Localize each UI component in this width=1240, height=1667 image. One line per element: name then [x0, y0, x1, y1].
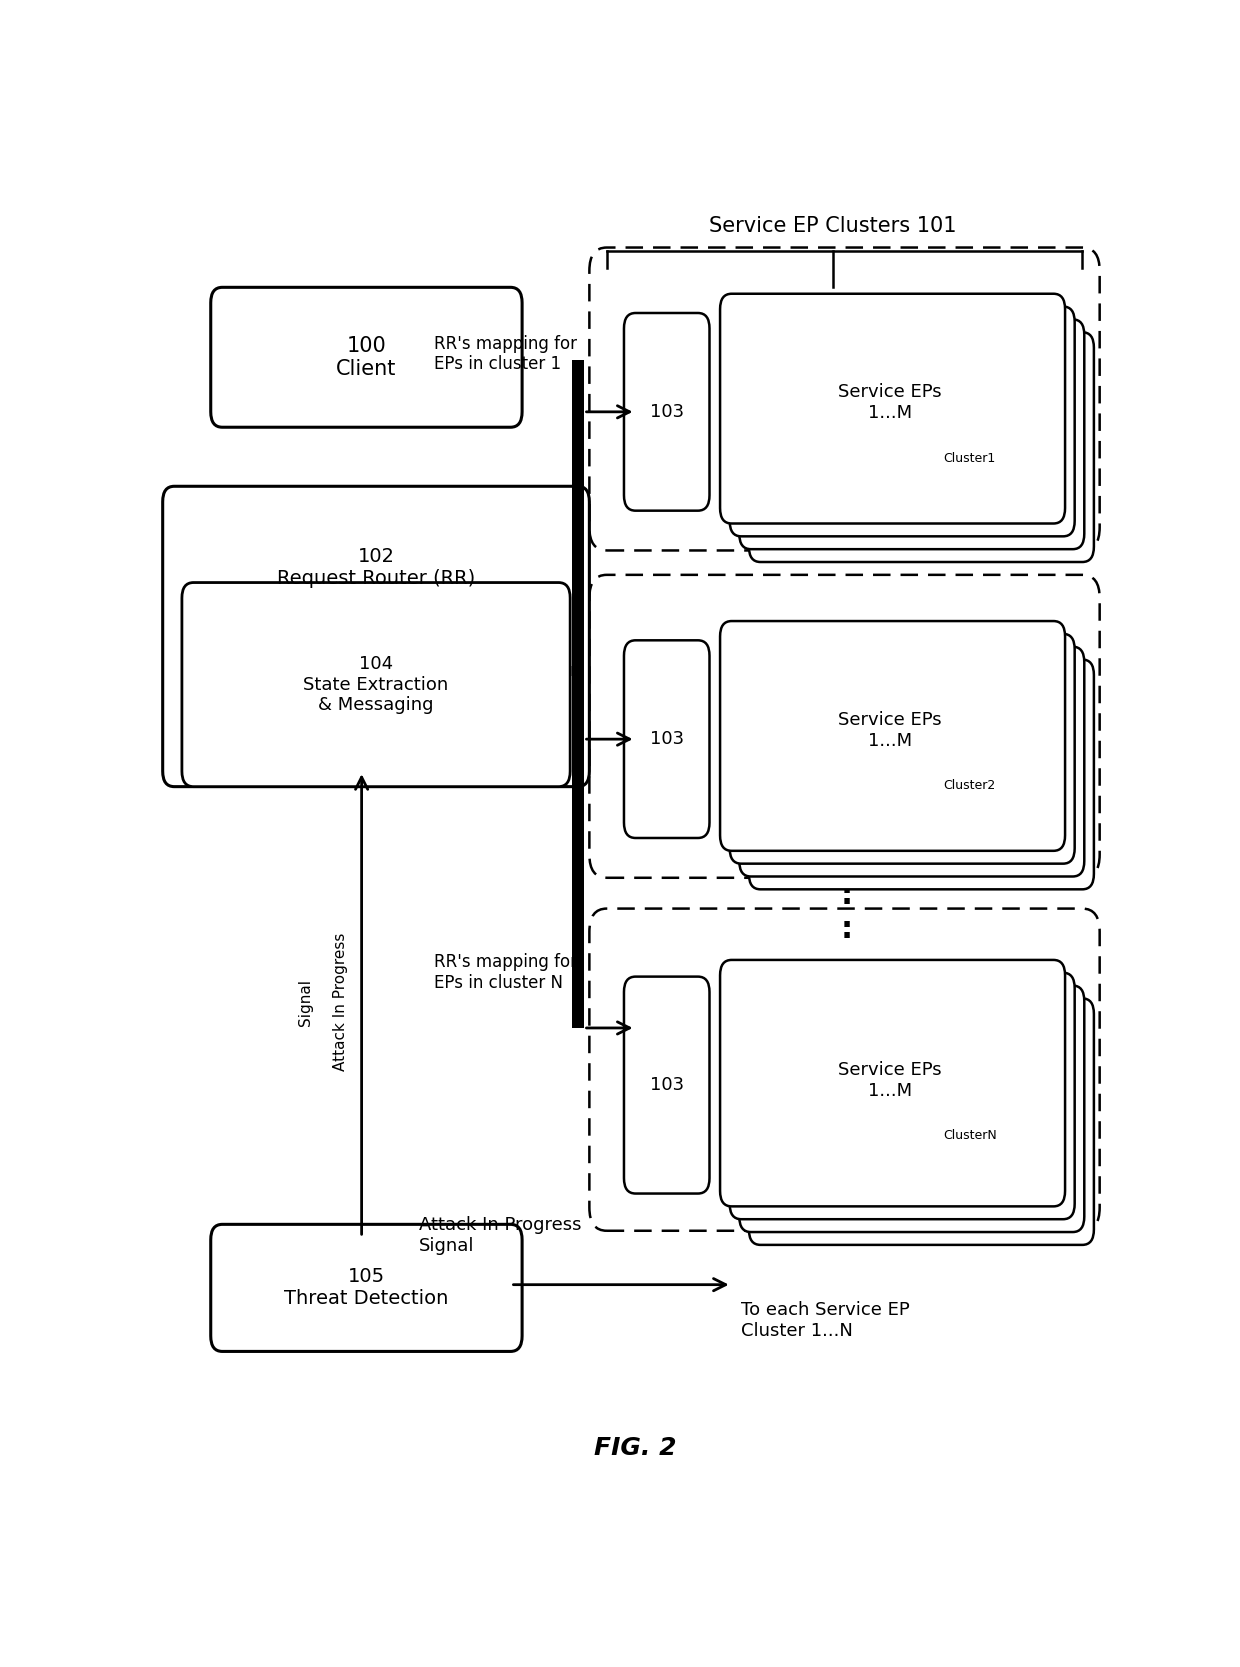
Text: Service EP Cluster 2: Service EP Cluster 2: [754, 627, 935, 643]
FancyBboxPatch shape: [589, 909, 1100, 1230]
FancyBboxPatch shape: [211, 287, 522, 427]
FancyBboxPatch shape: [729, 307, 1075, 537]
FancyBboxPatch shape: [720, 622, 1065, 850]
FancyBboxPatch shape: [624, 977, 709, 1194]
FancyBboxPatch shape: [162, 487, 589, 787]
FancyBboxPatch shape: [749, 332, 1094, 562]
Text: Service EPs
1...M: Service EPs 1...M: [838, 1062, 942, 1100]
Text: Cluster2: Cluster2: [944, 778, 996, 792]
FancyBboxPatch shape: [739, 647, 1084, 877]
Text: Cluster1: Cluster1: [944, 452, 996, 465]
Text: FIG. 2: FIG. 2: [594, 1435, 677, 1460]
Text: 104
State Extraction
& Messaging: 104 State Extraction & Messaging: [304, 655, 449, 715]
Text: To each Service EP
Cluster 1...N: To each Service EP Cluster 1...N: [742, 1302, 910, 1340]
Text: 103: 103: [650, 730, 683, 748]
FancyBboxPatch shape: [624, 313, 709, 510]
FancyBboxPatch shape: [739, 985, 1084, 1232]
Text: RR's mapping for
EPs in cluster N: RR's mapping for EPs in cluster N: [434, 954, 577, 992]
Text: 103: 103: [650, 403, 683, 420]
Text: RR's mapping for
EPs in cluster 1: RR's mapping for EPs in cluster 1: [434, 335, 577, 373]
FancyBboxPatch shape: [720, 960, 1065, 1207]
Text: Attack In Progress: Attack In Progress: [334, 934, 348, 1072]
FancyBboxPatch shape: [572, 360, 584, 1029]
Text: Service EP Cluster N: Service EP Cluster N: [753, 960, 936, 979]
Text: Service EP Clusters 101: Service EP Clusters 101: [709, 217, 956, 237]
FancyBboxPatch shape: [749, 999, 1094, 1245]
Text: 103: 103: [650, 1077, 683, 1094]
FancyBboxPatch shape: [211, 1224, 522, 1352]
Text: Service EP Cluster 1: Service EP Cluster 1: [754, 298, 935, 317]
Text: RR's mapping for
EPs in cluster 2: RR's mapping for EPs in cluster 2: [434, 662, 577, 700]
FancyBboxPatch shape: [720, 293, 1065, 523]
FancyBboxPatch shape: [589, 575, 1100, 879]
FancyBboxPatch shape: [729, 974, 1075, 1219]
FancyBboxPatch shape: [749, 660, 1094, 889]
FancyBboxPatch shape: [739, 320, 1084, 548]
Text: 102
Request Router (RR): 102 Request Router (RR): [277, 547, 475, 587]
Text: Signal: Signal: [299, 979, 314, 1025]
Text: Attack In Progress
Signal: Attack In Progress Signal: [419, 1217, 582, 1255]
FancyBboxPatch shape: [589, 247, 1100, 550]
Text: 105
Threat Detection: 105 Threat Detection: [284, 1267, 449, 1309]
Text: :
:: : :: [841, 882, 853, 944]
FancyBboxPatch shape: [182, 582, 570, 787]
FancyBboxPatch shape: [624, 640, 709, 839]
FancyBboxPatch shape: [729, 633, 1075, 864]
Text: 100
Client: 100 Client: [336, 335, 397, 378]
Text: Service EPs
1...M: Service EPs 1...M: [838, 710, 942, 750]
Text: ClusterN: ClusterN: [944, 1129, 997, 1142]
Text: Service EPs
1...M: Service EPs 1...M: [838, 383, 942, 422]
